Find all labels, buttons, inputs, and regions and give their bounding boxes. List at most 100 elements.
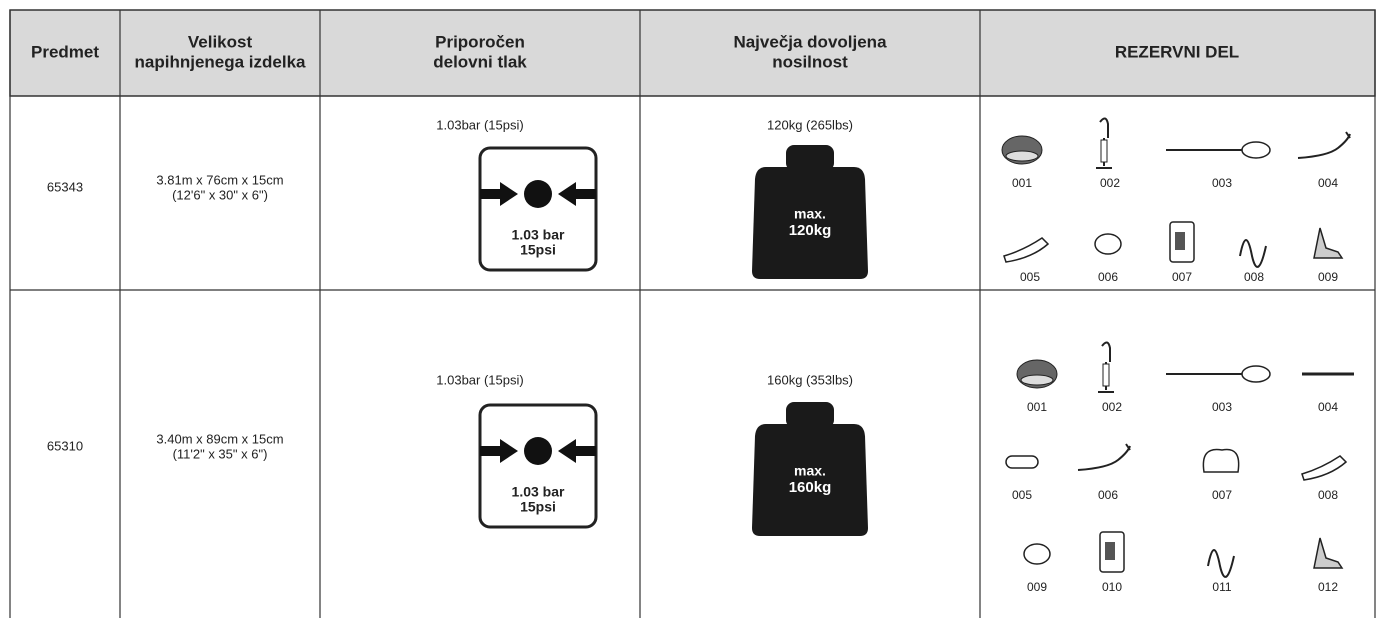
icon-text: 15psi bbox=[520, 242, 556, 258]
part-drawing bbox=[1313, 537, 1344, 569]
arrow bbox=[500, 182, 518, 206]
part-label: 004 bbox=[1318, 400, 1338, 414]
part-drawing bbox=[1005, 455, 1039, 469]
arrow bbox=[558, 439, 576, 463]
icon-frame bbox=[478, 146, 598, 272]
icon-frame bbox=[478, 403, 598, 529]
arrow bbox=[574, 189, 596, 199]
part-drawing bbox=[1202, 448, 1240, 473]
size-text: (12'6" x 30" x 6") bbox=[172, 187, 268, 202]
part-drawing bbox=[1020, 374, 1054, 386]
part-label: 007 bbox=[1212, 488, 1232, 502]
part-label: 004 bbox=[1318, 176, 1338, 190]
part: 005 bbox=[1005, 455, 1039, 502]
part-label: 008 bbox=[1318, 488, 1338, 502]
weight-body bbox=[752, 167, 868, 279]
weight-body bbox=[752, 424, 868, 536]
part-drawing bbox=[1003, 237, 1050, 263]
part-drawing bbox=[1207, 549, 1235, 578]
header-label: Priporočen bbox=[435, 32, 525, 51]
part: 004 bbox=[1297, 131, 1351, 190]
header-label: Velikost bbox=[188, 32, 253, 51]
icon-text: 15psi bbox=[520, 499, 556, 515]
part-drawing bbox=[1105, 542, 1115, 560]
icon-text: 160kg bbox=[789, 479, 832, 496]
part: 010 bbox=[1099, 531, 1125, 594]
part-drawing bbox=[1313, 227, 1344, 259]
part: 007 bbox=[1202, 448, 1240, 502]
part-drawing bbox=[1241, 141, 1271, 159]
column-lines bbox=[9, 10, 1376, 618]
part: 003 bbox=[1166, 141, 1271, 190]
part-label: 011 bbox=[1212, 580, 1231, 594]
load-text: 120kg (265lbs) bbox=[767, 117, 853, 132]
part: 001 bbox=[1016, 359, 1058, 414]
part-drawing bbox=[1301, 455, 1348, 481]
dot bbox=[524, 437, 552, 465]
header-row bbox=[9, 9, 1376, 97]
size-text: 3.40m x 89cm x 15cm bbox=[156, 431, 283, 446]
part: 005 bbox=[1003, 237, 1050, 284]
pressure-text: 1.03bar (15psi) bbox=[436, 372, 523, 387]
part: 001 bbox=[1001, 135, 1043, 190]
part-label: 006 bbox=[1098, 488, 1118, 502]
arrow bbox=[558, 182, 576, 206]
part-drawing bbox=[1239, 239, 1267, 268]
weight-knob bbox=[786, 145, 834, 171]
header-label: REZERVNI DEL bbox=[1115, 42, 1239, 61]
header-label: Predmet bbox=[31, 42, 99, 61]
part: 008 bbox=[1301, 455, 1348, 502]
part: 003 bbox=[1166, 365, 1271, 414]
part-drawing bbox=[1241, 365, 1271, 383]
part-label: 003 bbox=[1212, 400, 1232, 414]
part-label: 001 bbox=[1027, 400, 1047, 414]
part: 004 bbox=[1302, 372, 1354, 414]
header-label: napihnjenega izdelka bbox=[135, 52, 307, 71]
part-drawing bbox=[1100, 139, 1108, 163]
part-label: 007 bbox=[1172, 270, 1192, 284]
part-label: 005 bbox=[1012, 488, 1032, 502]
part-label: 005 bbox=[1020, 270, 1040, 284]
size-text: (11'2" x 35" x 6") bbox=[173, 446, 268, 461]
part-drawing bbox=[1297, 131, 1351, 159]
size-text: 3.81m x 76cm x 15cm bbox=[156, 172, 283, 187]
part-drawing bbox=[1094, 233, 1122, 255]
part-label: 001 bbox=[1012, 176, 1032, 190]
part-label: 008 bbox=[1244, 270, 1264, 284]
pressure-text: 1.03bar (15psi) bbox=[436, 117, 523, 132]
part-drawing bbox=[1023, 543, 1051, 565]
part-label: 002 bbox=[1100, 176, 1120, 190]
part-drawing bbox=[1102, 363, 1110, 387]
weight-icon: max.120kg bbox=[752, 145, 868, 279]
part-label: 012 bbox=[1318, 580, 1338, 594]
load-text: 160kg (353lbs) bbox=[767, 372, 853, 387]
dot bbox=[524, 180, 552, 208]
part: 008 bbox=[1239, 239, 1267, 284]
part-label: 009 bbox=[1318, 270, 1338, 284]
part: 012 bbox=[1313, 537, 1344, 594]
icon-text: max. bbox=[794, 206, 826, 222]
part-drawing bbox=[1005, 150, 1039, 162]
header-label: delovni tlak bbox=[433, 52, 527, 71]
part-label: 006 bbox=[1098, 270, 1118, 284]
arrow bbox=[500, 439, 518, 463]
part-drawing bbox=[1175, 232, 1185, 250]
part: 002 bbox=[1096, 117, 1120, 190]
icon-text: 1.03 bar bbox=[512, 227, 565, 243]
part: 002 bbox=[1098, 341, 1122, 414]
icon-text: 1.03 bar bbox=[512, 484, 565, 500]
arrow bbox=[480, 189, 502, 199]
part-label: 002 bbox=[1102, 400, 1122, 414]
part: 009 bbox=[1023, 543, 1051, 594]
header-label: nosilnost bbox=[772, 52, 848, 71]
part: 007 bbox=[1169, 221, 1195, 284]
item-number: 65343 bbox=[47, 179, 83, 194]
part-label: 003 bbox=[1212, 176, 1232, 190]
icon-text: 120kg bbox=[789, 222, 832, 239]
weight-icon: max.160kg bbox=[752, 402, 868, 536]
part: 006 bbox=[1094, 233, 1122, 284]
weight-knob bbox=[786, 402, 834, 428]
part: 006 bbox=[1077, 443, 1131, 502]
